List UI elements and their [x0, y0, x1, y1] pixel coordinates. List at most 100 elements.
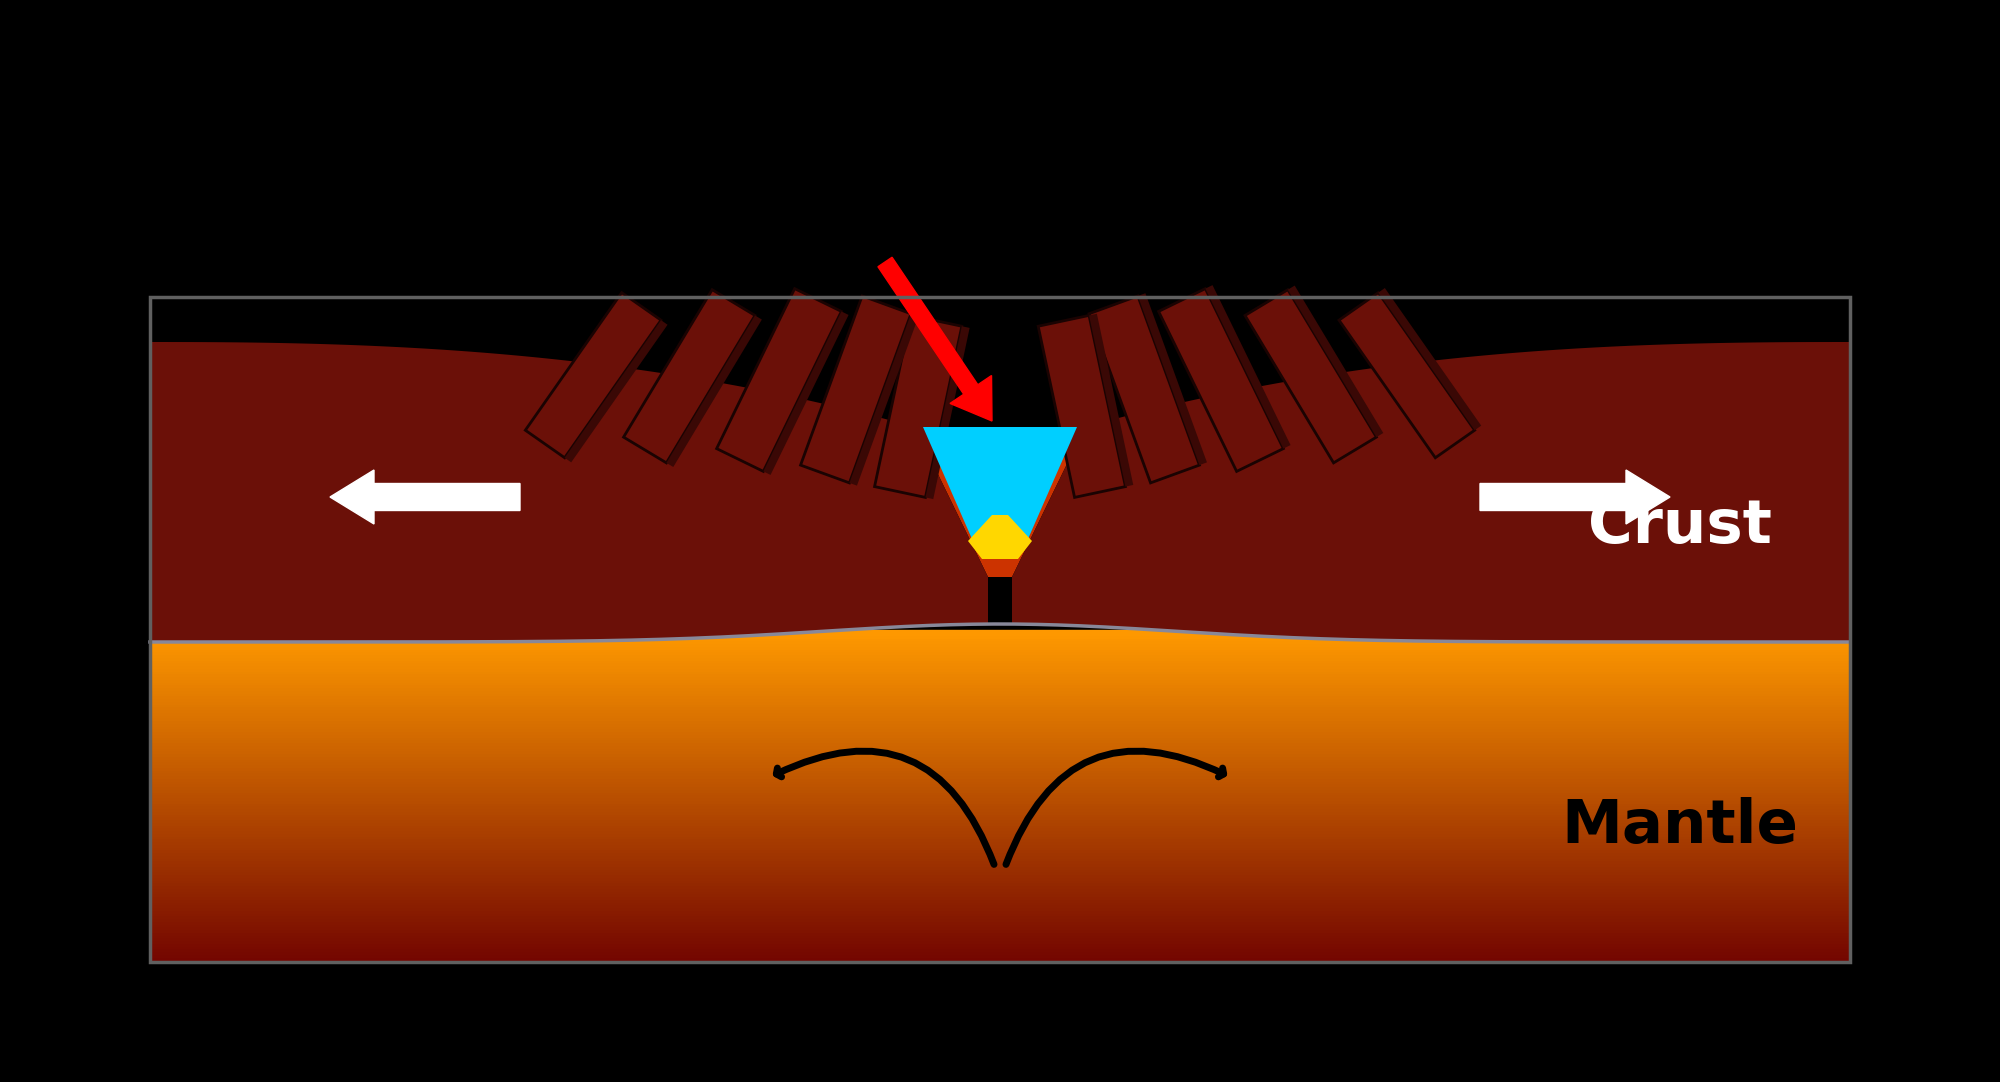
Bar	[150, 676, 1850, 682]
Bar	[150, 792, 1850, 797]
Bar	[150, 820, 1850, 824]
Bar	[150, 649, 1850, 654]
Polygon shape	[924, 427, 1076, 559]
Polygon shape	[916, 427, 1084, 577]
Bar	[150, 779, 1850, 783]
Bar	[150, 867, 1850, 871]
Bar	[150, 751, 1850, 755]
Polygon shape	[666, 316, 762, 467]
Bar	[150, 916, 1850, 921]
Bar	[150, 679, 1850, 684]
Polygon shape	[1288, 286, 1384, 437]
Bar	[150, 842, 1850, 846]
Bar	[150, 724, 1850, 728]
Bar	[150, 635, 1850, 641]
Bar	[150, 726, 1850, 731]
Text: Crust: Crust	[1588, 498, 1772, 556]
Polygon shape	[624, 290, 756, 463]
Polygon shape	[526, 292, 662, 458]
Bar	[150, 669, 1850, 673]
Bar	[150, 715, 1850, 720]
Bar	[150, 919, 1850, 924]
Polygon shape	[1012, 342, 1850, 642]
Polygon shape	[1378, 288, 1482, 431]
Bar	[150, 296, 1850, 962]
Bar	[150, 652, 1850, 657]
Bar	[150, 881, 1850, 885]
Bar	[150, 883, 1850, 887]
Bar	[150, 674, 1850, 678]
Bar	[150, 888, 1850, 894]
Bar	[150, 913, 1850, 918]
Bar	[150, 902, 1850, 907]
Bar	[150, 671, 1850, 676]
Bar	[150, 910, 1850, 915]
Bar	[150, 924, 1850, 929]
Bar	[150, 958, 1850, 962]
Bar	[150, 760, 1850, 764]
Bar	[150, 897, 1850, 901]
Bar	[150, 954, 1850, 960]
Bar	[150, 762, 1850, 767]
Polygon shape	[926, 327, 970, 499]
Bar	[150, 861, 1850, 866]
Bar	[150, 826, 1850, 830]
Polygon shape	[874, 316, 962, 498]
Bar	[150, 765, 1850, 769]
Bar	[150, 872, 1850, 876]
Bar	[150, 808, 1850, 814]
Bar	[150, 803, 1850, 808]
Bar	[150, 749, 1850, 753]
Bar	[150, 790, 1850, 794]
Bar	[150, 638, 1850, 643]
Bar	[150, 801, 1850, 805]
Bar	[150, 641, 1850, 646]
Bar	[150, 784, 1850, 789]
Bar	[150, 665, 1850, 671]
Bar	[150, 688, 1850, 692]
Bar	[150, 935, 1850, 940]
Bar	[150, 949, 1850, 953]
Bar	[150, 817, 1850, 821]
Bar	[150, 899, 1850, 905]
Polygon shape	[850, 314, 918, 486]
Bar	[150, 795, 1850, 800]
Bar	[150, 947, 1850, 951]
Bar	[150, 944, 1850, 948]
Bar	[150, 831, 1850, 835]
FancyArrow shape	[1480, 470, 1670, 524]
Bar	[150, 938, 1850, 942]
Bar	[150, 773, 1850, 778]
Bar	[150, 787, 1850, 792]
Polygon shape	[1158, 289, 1284, 472]
Bar	[150, 756, 1850, 762]
Bar	[150, 707, 1850, 712]
Polygon shape	[716, 289, 842, 472]
Bar	[150, 685, 1850, 689]
Polygon shape	[1244, 290, 1376, 463]
Bar	[150, 696, 1850, 701]
Bar	[150, 701, 1850, 707]
Bar	[150, 894, 1850, 899]
Bar	[150, 718, 1850, 723]
Bar	[150, 836, 1850, 841]
Polygon shape	[764, 312, 848, 475]
Bar	[150, 694, 1850, 698]
Bar	[150, 713, 1850, 717]
Bar	[150, 729, 1850, 734]
Bar	[150, 856, 1850, 860]
Bar	[150, 874, 1850, 880]
Bar	[150, 690, 1850, 696]
Bar	[150, 886, 1850, 890]
Bar	[150, 806, 1850, 810]
Bar	[150, 940, 1850, 946]
Bar	[150, 699, 1850, 703]
Bar	[150, 812, 1850, 816]
Bar	[150, 905, 1850, 910]
Bar	[150, 655, 1850, 660]
Bar	[150, 933, 1850, 937]
Bar	[150, 721, 1850, 726]
Bar	[150, 710, 1850, 714]
Polygon shape	[564, 320, 668, 462]
Bar	[150, 797, 1850, 803]
